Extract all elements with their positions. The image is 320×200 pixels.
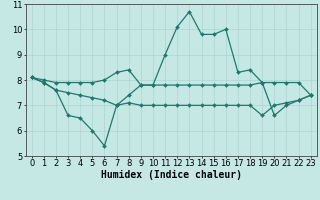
X-axis label: Humidex (Indice chaleur): Humidex (Indice chaleur) bbox=[101, 170, 242, 180]
